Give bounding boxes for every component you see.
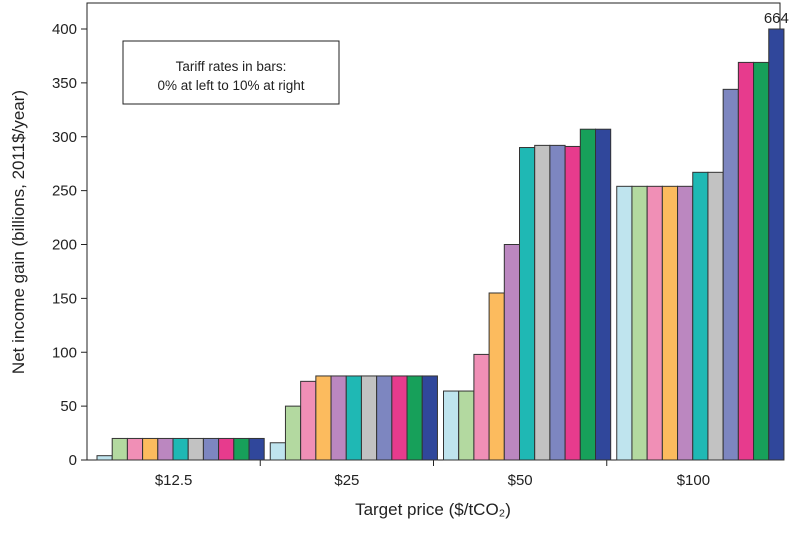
- annotation-box: [122, 40, 340, 105]
- bar: [111, 437, 128, 461]
- bar: [284, 405, 302, 461]
- bar: [549, 144, 566, 461]
- bar: [315, 375, 332, 461]
- bar: [534, 144, 551, 461]
- bar: [202, 437, 220, 461]
- y-tick-label: 300: [52, 129, 77, 146]
- bar: [488, 292, 505, 461]
- bar: [96, 455, 113, 461]
- bar: [768, 28, 785, 461]
- y-tick-label: 0: [69, 452, 77, 469]
- bar: [458, 390, 475, 461]
- bar: [722, 88, 739, 461]
- bar: [692, 171, 709, 461]
- bar: [503, 244, 520, 461]
- y-tick-label: 200: [52, 237, 77, 254]
- x-tick-label: $50: [508, 472, 533, 489]
- y-tick-label: 50: [60, 398, 77, 415]
- bar: [360, 375, 378, 461]
- bar: [661, 185, 679, 461]
- y-tick-label: 400: [52, 21, 77, 38]
- bar: [330, 375, 347, 461]
- bar: [753, 61, 770, 461]
- bar: [218, 437, 235, 461]
- x-tick-label: $25: [334, 472, 359, 489]
- y-tick-label: 150: [52, 290, 77, 307]
- x-tick-label: $100: [677, 472, 710, 489]
- x-axis-title: Target price ($/tCO₂): [355, 500, 511, 519]
- bar: [421, 375, 438, 461]
- bar: [579, 128, 596, 461]
- bar: [187, 437, 204, 461]
- bar: [519, 147, 536, 461]
- bar: [677, 185, 694, 461]
- bar: [595, 128, 612, 461]
- bar: [376, 375, 393, 461]
- bar: [248, 437, 265, 461]
- bar: [473, 353, 490, 461]
- bar: [172, 437, 189, 461]
- bar: [233, 437, 250, 461]
- y-axis-title: Net income gain (billions, 2011$/year): [9, 90, 28, 374]
- bar: [126, 437, 144, 461]
- bar: [707, 171, 724, 461]
- bar: [646, 185, 663, 461]
- bar: [616, 185, 633, 461]
- bars: [96, 28, 785, 461]
- bar: [142, 437, 159, 461]
- y-tick-label: 350: [52, 75, 77, 92]
- bar: [631, 185, 648, 461]
- x-tick-label: $12.5: [155, 472, 193, 489]
- annotation-line-1: Tariff rates in bars:: [176, 59, 287, 74]
- bar: [564, 145, 581, 461]
- annotation-line-2: 0% at left to 10% at right: [157, 78, 304, 93]
- bar: [406, 375, 423, 461]
- x-axis-ticks: $12.5 $25 $50 $100: [155, 460, 710, 489]
- y-tick-label: 100: [52, 344, 77, 361]
- bar: [443, 390, 460, 461]
- bar: [269, 442, 286, 461]
- clipped-value-label: 664: [764, 10, 789, 27]
- y-axis-ticks: 0 50 100 150 200 250 300 350 400: [52, 21, 87, 469]
- bar: [737, 61, 755, 461]
- bar: [345, 375, 362, 461]
- y-tick-label: 250: [52, 183, 77, 200]
- bar: [391, 375, 408, 461]
- bar: [300, 380, 317, 461]
- bar: [157, 437, 174, 461]
